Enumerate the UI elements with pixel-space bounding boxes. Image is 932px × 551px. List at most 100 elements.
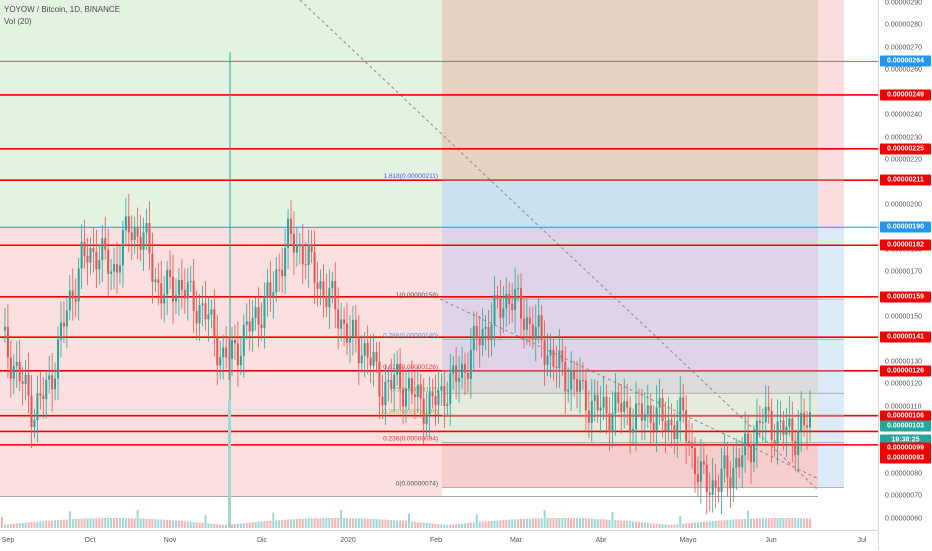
volume-bar bbox=[788, 518, 791, 528]
volume-bar bbox=[564, 518, 567, 528]
volume-bar bbox=[661, 524, 664, 528]
volume-bar bbox=[334, 518, 337, 528]
candle-body bbox=[180, 280, 183, 291]
candle-body bbox=[623, 401, 626, 413]
candle-body bbox=[198, 305, 201, 324]
candle-body bbox=[390, 379, 393, 390]
volume-bar bbox=[130, 518, 133, 528]
candle-body bbox=[578, 380, 581, 392]
candle-body bbox=[735, 458, 738, 468]
candle-body bbox=[794, 440, 797, 455]
candle-body bbox=[723, 455, 726, 469]
volume-bar bbox=[260, 521, 263, 528]
volume-bar bbox=[313, 518, 316, 528]
volume-bar bbox=[699, 522, 702, 528]
volume-bar bbox=[803, 518, 806, 528]
volume-bar bbox=[381, 519, 384, 528]
volume-bar bbox=[331, 518, 334, 528]
fib-label-0: 1.618(0.00000211) bbox=[384, 173, 438, 180]
candle-body bbox=[522, 318, 525, 330]
volume-bar bbox=[741, 519, 744, 528]
volume-bar bbox=[42, 521, 45, 528]
candle-body bbox=[620, 402, 623, 413]
volume-bar bbox=[351, 518, 354, 528]
candle-body bbox=[761, 422, 764, 424]
candle-body bbox=[635, 403, 638, 430]
volume-bar bbox=[614, 520, 617, 528]
candle-body bbox=[83, 241, 86, 256]
time-tick-label: 2020 bbox=[340, 537, 356, 544]
volume-bar bbox=[490, 520, 493, 528]
volume-bar bbox=[36, 521, 39, 528]
candle-body bbox=[148, 222, 151, 254]
candle-body bbox=[705, 464, 708, 493]
candle-body bbox=[304, 264, 307, 266]
candle-body bbox=[281, 270, 284, 277]
volume-bar bbox=[15, 523, 18, 528]
volume-bar bbox=[402, 520, 405, 528]
candle-body bbox=[278, 269, 281, 271]
candle-body bbox=[505, 294, 508, 309]
volume-bar bbox=[157, 519, 160, 528]
volume-bar bbox=[752, 518, 755, 528]
candle-body bbox=[36, 393, 39, 420]
candle-body bbox=[74, 298, 77, 302]
volume-bar bbox=[328, 518, 331, 528]
volume-bar bbox=[747, 510, 750, 528]
candle-body bbox=[65, 310, 68, 327]
volume-bar bbox=[204, 515, 207, 528]
volume-bar bbox=[472, 522, 475, 528]
price-chart[interactable]: 1.618(0.00000211) 1(0.00000158) 0.786(0.00… bbox=[0, 0, 878, 530]
volume-bar bbox=[198, 522, 201, 528]
candle-body bbox=[328, 288, 331, 308]
candle-body bbox=[525, 317, 528, 330]
volume-indicator-title: Vol (20) bbox=[4, 17, 32, 26]
volume-bar bbox=[463, 523, 466, 528]
volume-bar bbox=[493, 520, 496, 528]
candle-body bbox=[266, 282, 269, 298]
candle-body bbox=[549, 349, 552, 356]
volume-bar bbox=[287, 519, 290, 528]
chart-area[interactable]: 1.618(0.00000211) 1(0.00000158) 0.786(0.00… bbox=[0, 0, 878, 530]
candle-body bbox=[747, 433, 750, 444]
volume-bar bbox=[640, 522, 643, 528]
volume-bar bbox=[720, 520, 723, 528]
candle-body bbox=[440, 386, 443, 391]
candle-body bbox=[107, 249, 110, 274]
price-axis[interactable]: 0.00000290 0.00000280 0.00000270 0.00000260… bbox=[878, 0, 932, 550]
candle-body bbox=[160, 283, 163, 304]
candle-body bbox=[348, 336, 351, 343]
volume-bar bbox=[581, 518, 584, 528]
volume-bar bbox=[469, 522, 472, 528]
candle-body bbox=[776, 421, 779, 445]
candle-body bbox=[384, 381, 387, 406]
candle-body bbox=[520, 288, 523, 319]
volume-bar bbox=[770, 518, 773, 528]
volume-bar bbox=[537, 518, 540, 528]
candle-body bbox=[785, 426, 788, 435]
candle-body bbox=[543, 340, 546, 365]
volume-bar bbox=[693, 522, 696, 528]
volume-bar bbox=[682, 523, 685, 528]
volume-bar bbox=[399, 520, 402, 528]
price-tick-label: 0.00000150 bbox=[885, 313, 922, 321]
zone-9 bbox=[818, 227, 844, 488]
volume-bar bbox=[357, 518, 360, 528]
candle-body bbox=[248, 321, 251, 332]
candle-body bbox=[21, 381, 24, 384]
candle-body bbox=[192, 280, 195, 312]
volume-bar bbox=[691, 522, 694, 528]
candle-body bbox=[71, 290, 74, 299]
volume-bar bbox=[21, 522, 24, 528]
volume-bar bbox=[166, 519, 169, 528]
candle-body bbox=[484, 326, 487, 329]
volume-bar bbox=[428, 523, 431, 528]
time-axis[interactable]: Sep Oct Nov Dic 2020 Feb Mar Abr Mayo Jun Jul bbox=[0, 530, 878, 551]
candle-body bbox=[670, 419, 673, 426]
volume-bar bbox=[658, 523, 661, 528]
candle-body bbox=[118, 265, 121, 273]
candle-body bbox=[419, 384, 422, 399]
volume-bar bbox=[540, 518, 543, 528]
candle-body bbox=[587, 410, 590, 423]
candle-body bbox=[54, 378, 57, 390]
